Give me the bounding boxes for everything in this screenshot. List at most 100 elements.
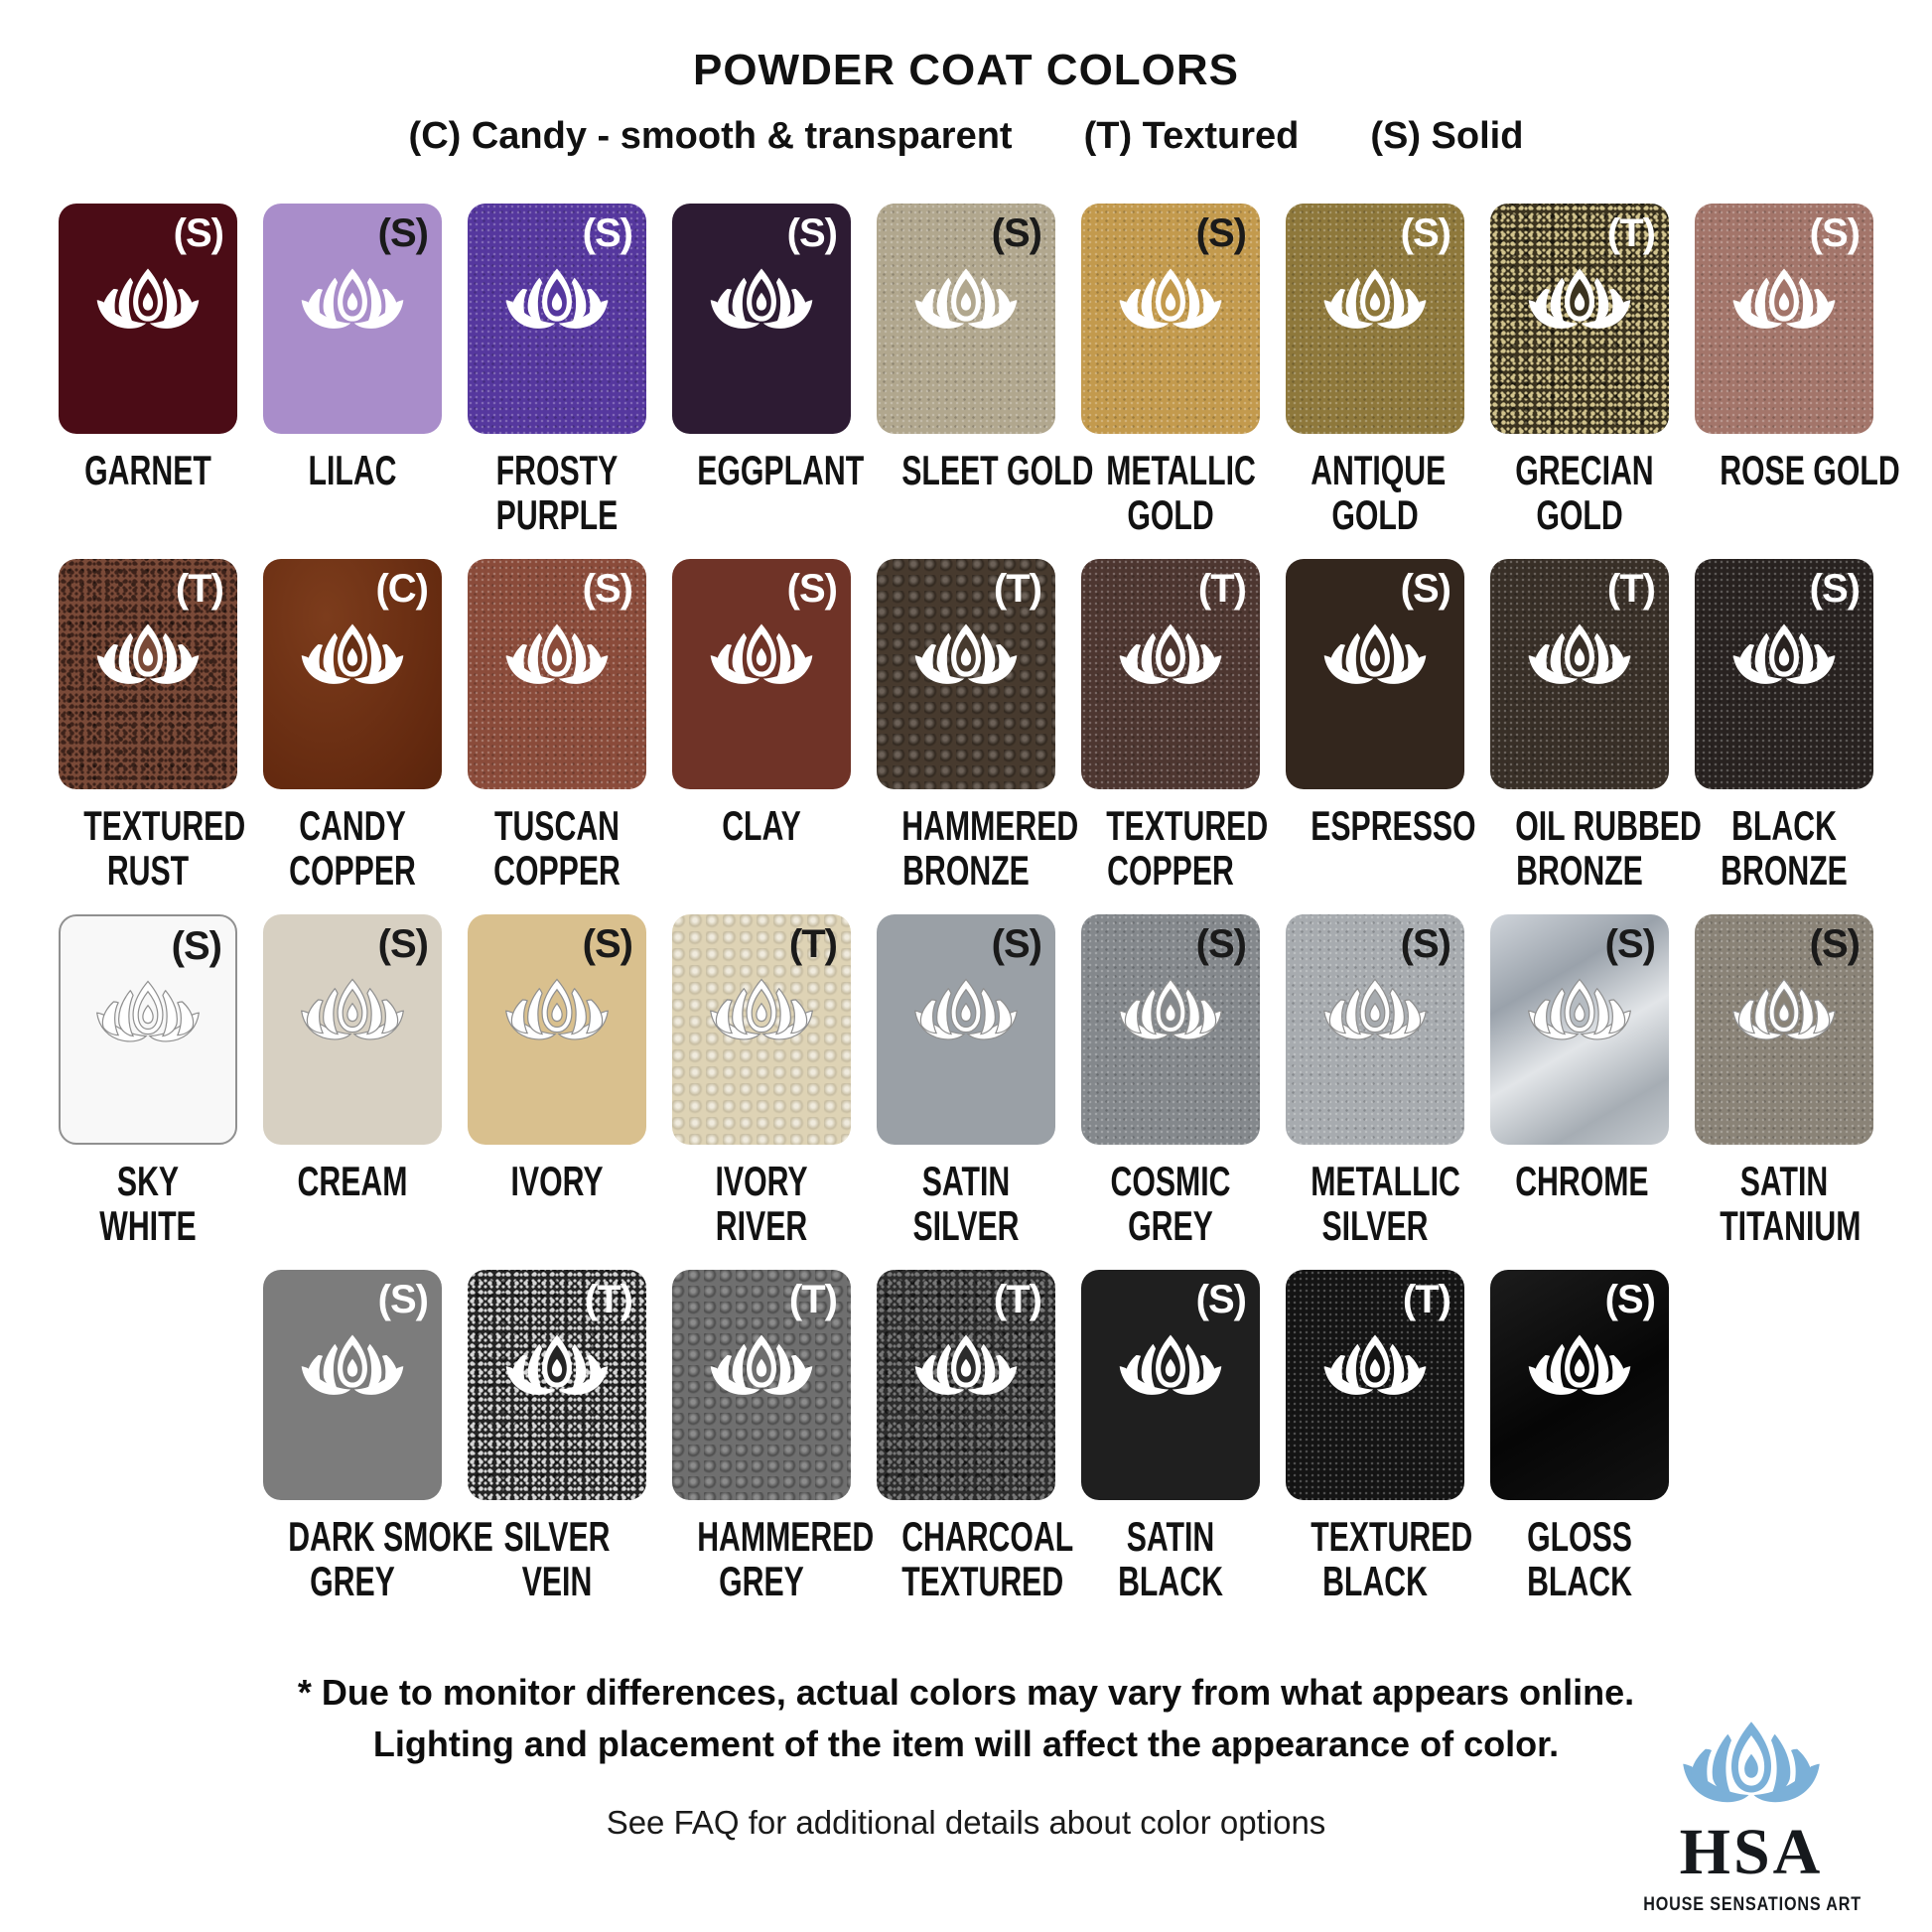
finish-code-badge: (S)	[377, 922, 429, 966]
lotus-icon	[1319, 976, 1431, 1051]
color-swatch: (S)	[1081, 204, 1260, 434]
legend-item-candy: (C) Candy - smooth & transparent	[408, 115, 1013, 157]
finish-code-badge: (T)	[1197, 567, 1247, 611]
swatch-label-line: BLACK	[1731, 802, 1837, 849]
finish-code-badge: (S)	[377, 1278, 429, 1321]
swatch-label: TUSCAN COPPER	[468, 803, 646, 898]
swatch-label: TEXTURED COPPER	[1081, 803, 1268, 898]
swatch-label: FROSTY PURPLE	[468, 448, 646, 543]
finish-code-badge: (S)	[1809, 211, 1861, 255]
swatch-label-line: PURPLE	[495, 491, 619, 539]
swatch-label-line: TEXTURED	[901, 1558, 1064, 1605]
color-swatch: (T)	[59, 559, 237, 789]
swatch-rose-gold: (S) ROSE GOLD	[1695, 204, 1900, 543]
color-swatch: (S)	[1081, 1270, 1260, 1500]
swatch-label: METALLIC SILVER	[1286, 1159, 1464, 1254]
disclaimer-line-2: Lighting and placement of the item will …	[372, 1724, 1560, 1765]
swatch-label-line: COSMIC	[1110, 1158, 1231, 1204]
swatch-label-line: RUST	[106, 847, 190, 895]
swatch-label: DARK SMOKE GREY	[263, 1513, 493, 1609]
swatch-row-4: (S) DARK SMOKE GREY (T) SILVER VEIN (T) HA…	[0, 1270, 1932, 1609]
color-swatch: (S)	[672, 559, 851, 789]
swatch-label-line: HAMMERED	[901, 802, 1079, 849]
lotus-icon	[297, 1331, 408, 1407]
disclaimer-line-1: * Due to monitor differences, actual col…	[297, 1672, 1635, 1713]
finish-code-badge: (T)	[993, 567, 1042, 611]
swatch-label: CANDY COPPER	[263, 803, 442, 898]
finish-code-badge: (S)	[582, 567, 633, 611]
swatch-label-line: GREY	[719, 1558, 804, 1605]
swatch-label-line: ANTIQUE	[1311, 447, 1447, 493]
lotus-icon	[297, 265, 408, 341]
swatch-label: IVORY	[468, 1159, 646, 1254]
swatch-cream: (S) CREAM	[263, 914, 442, 1254]
swatch-sleet-gold: (S) SLEET GOLD	[877, 204, 1093, 543]
swatch-label-line: EGGPLANT	[697, 447, 865, 493]
finish-code-badge: (S)	[1195, 211, 1247, 255]
finish-code-badge: (S)	[582, 922, 633, 966]
swatch-label: COSMIC GREY	[1081, 1159, 1260, 1254]
color-swatch: (S)	[1490, 914, 1669, 1145]
swatch-garnet: (S) GARNET	[59, 204, 237, 543]
swatch-clay: (S) CLAY	[672, 559, 851, 898]
swatch-row-3: (S) SKY WHITE (S) CREAM (S) IVORY (T) IVO…	[0, 914, 1932, 1254]
swatch-label: SILVER VEIN	[468, 1514, 646, 1609]
finish-code-badge: (S)	[1195, 1278, 1247, 1321]
finish-code-badge: (T)	[993, 1278, 1042, 1321]
finish-code-badge: (S)	[1400, 211, 1451, 255]
swatch-label-line: TITANIUM	[1720, 1202, 1862, 1250]
color-swatch: (S)	[877, 914, 1055, 1145]
finish-code-badge: (S)	[1809, 567, 1861, 611]
swatch-label-line: DARK SMOKE	[288, 1513, 493, 1560]
swatch-satin-black: (S) SATIN BLACK	[1081, 1270, 1260, 1609]
finish-code-badge: (S)	[582, 211, 633, 255]
logo-company-name: HOUSE SENSATIONS ART	[1643, 1894, 1862, 1915]
lotus-icon	[1524, 621, 1635, 696]
swatch-label-line: IVORY	[510, 1158, 604, 1204]
lotus-icon	[92, 978, 204, 1053]
color-swatch: (S)	[1081, 914, 1260, 1145]
swatch-label-line: ESPRESSO	[1311, 802, 1476, 849]
color-swatch: (S)	[1286, 914, 1464, 1145]
swatch-label-line: GREY	[1128, 1202, 1213, 1250]
color-swatch: (S)	[1286, 559, 1464, 789]
lotus-icon	[1524, 976, 1635, 1051]
finish-code-badge: (T)	[788, 922, 838, 966]
legend-item-textured: (T) Textured	[1083, 115, 1300, 157]
swatch-label-line: METALLIC	[1311, 1158, 1460, 1204]
logo-monogram: HSA	[1679, 1816, 1824, 1888]
swatch-ivory-river: (T) IVORY RIVER	[672, 914, 851, 1254]
finish-code-badge: (S)	[173, 211, 224, 255]
lotus-icon	[501, 621, 613, 696]
color-swatch: (S)	[1695, 559, 1873, 789]
swatch-label: GARNET	[59, 448, 237, 543]
color-swatch: (T)	[1490, 559, 1669, 789]
swatch-label: SATIN TITANIUM	[1695, 1159, 1873, 1254]
swatch-label: CHROME	[1490, 1159, 1669, 1254]
lotus-icon	[910, 1331, 1022, 1407]
swatch-oil-rubbed-bronze: (T) OIL RUBBED BRONZE	[1490, 559, 1702, 898]
lotus-icon	[1319, 621, 1431, 696]
swatch-label-line: COPPER	[289, 847, 416, 895]
swatch-label-line: VEIN	[521, 1558, 593, 1605]
swatch-label-line: BRONZE	[902, 847, 1030, 895]
lotus-icon	[501, 1331, 613, 1407]
swatch-frosty-purple: (S) FROSTY PURPLE	[468, 204, 646, 543]
color-swatch: (S)	[1286, 204, 1464, 434]
color-swatch: (T)	[672, 1270, 851, 1500]
footer: * Due to monitor differences, actual col…	[0, 1667, 1932, 1842]
color-swatch: (S)	[1695, 914, 1873, 1145]
swatch-label-line: RIVER	[715, 1202, 808, 1250]
swatch-label: TEXTURED BLACK	[1286, 1514, 1472, 1609]
finish-code-badge: (T)	[788, 1278, 838, 1321]
finish-code-badge: (T)	[1606, 567, 1656, 611]
finish-code-badge: (S)	[786, 211, 838, 255]
swatch-label-line: GRECIAN	[1515, 447, 1654, 493]
swatch-label-line: FROSTY	[495, 447, 619, 493]
swatch-label: CREAM	[263, 1159, 442, 1254]
finish-code-badge: (S)	[1604, 1278, 1656, 1321]
lotus-icon	[706, 265, 817, 341]
swatch-label-line: TEXTURED	[83, 802, 246, 849]
color-swatch: (C)	[263, 559, 442, 789]
